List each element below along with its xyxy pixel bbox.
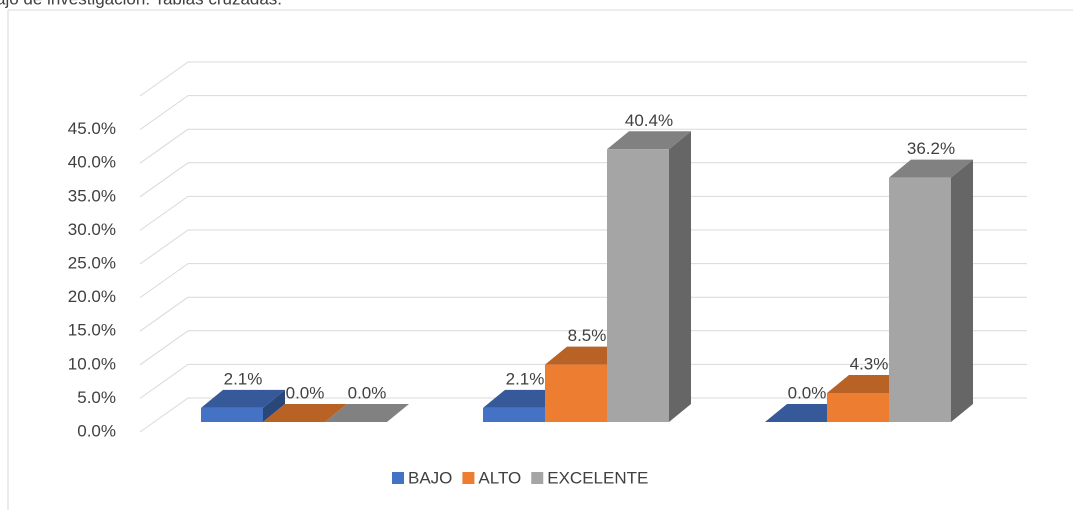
bar-face [827, 392, 889, 422]
legend-label: EXCELENTE [547, 468, 648, 487]
grid-line [139, 195, 189, 231]
chart-title: ajo de investigación: Tablas cruzadas. [0, 0, 282, 8]
grid-line [139, 296, 189, 332]
y-tick-label: 5.0% [77, 388, 116, 407]
bar-face [669, 131, 691, 423]
bar-face [201, 389, 285, 408]
data-label: 0.0% [788, 383, 827, 402]
y-tick-label: 0.0% [77, 421, 116, 440]
bar-face [607, 131, 691, 150]
bar-face [325, 404, 409, 422]
y-tick-label: 20.0% [68, 287, 116, 306]
bar [201, 389, 285, 422]
data-label: 36.2% [907, 139, 955, 158]
plot-frame [139, 61, 189, 97]
data-label: 8.5% [568, 326, 607, 345]
y-tick-label: 30.0% [68, 220, 116, 239]
data-label: 4.3% [850, 354, 889, 373]
bar-face [545, 364, 607, 422]
y-tick-label: 10.0% [68, 354, 116, 373]
bar [889, 159, 973, 422]
grid-line [139, 263, 189, 299]
bar-face [263, 389, 285, 422]
grid-line [139, 162, 189, 198]
bar-face [951, 159, 973, 422]
bar-face [889, 159, 973, 178]
y-tick-label: 40.0% [68, 153, 116, 172]
bar-face [483, 407, 545, 422]
legend-swatch [392, 472, 404, 484]
legend-swatch [462, 472, 475, 484]
y-tick-label: 15.0% [68, 321, 116, 340]
legend-label: ALTO [478, 468, 521, 487]
bar-face [889, 177, 951, 422]
data-label: 2.1% [224, 369, 263, 388]
data-label: 0.0% [348, 383, 387, 402]
grid-line [139, 363, 189, 399]
grid-line [139, 128, 189, 164]
bar-face [263, 404, 347, 422]
grid-line [139, 397, 189, 433]
grid-line [139, 229, 189, 265]
grid-line [139, 330, 189, 366]
bar [263, 404, 347, 422]
bar-face [607, 149, 669, 423]
legend-swatch [531, 472, 544, 484]
bar [607, 131, 691, 423]
bar-face [201, 407, 263, 422]
data-label: 0.0% [286, 383, 325, 402]
legend-label: BAJO [408, 468, 452, 487]
grid-line [139, 95, 189, 131]
y-tick-label: 25.0% [68, 253, 116, 272]
y-tick-label: 35.0% [68, 186, 116, 205]
data-label: 2.1% [506, 369, 545, 388]
y-tick-label: 45.0% [68, 119, 116, 138]
data-label: 40.4% [625, 111, 673, 130]
bar [325, 404, 409, 422]
